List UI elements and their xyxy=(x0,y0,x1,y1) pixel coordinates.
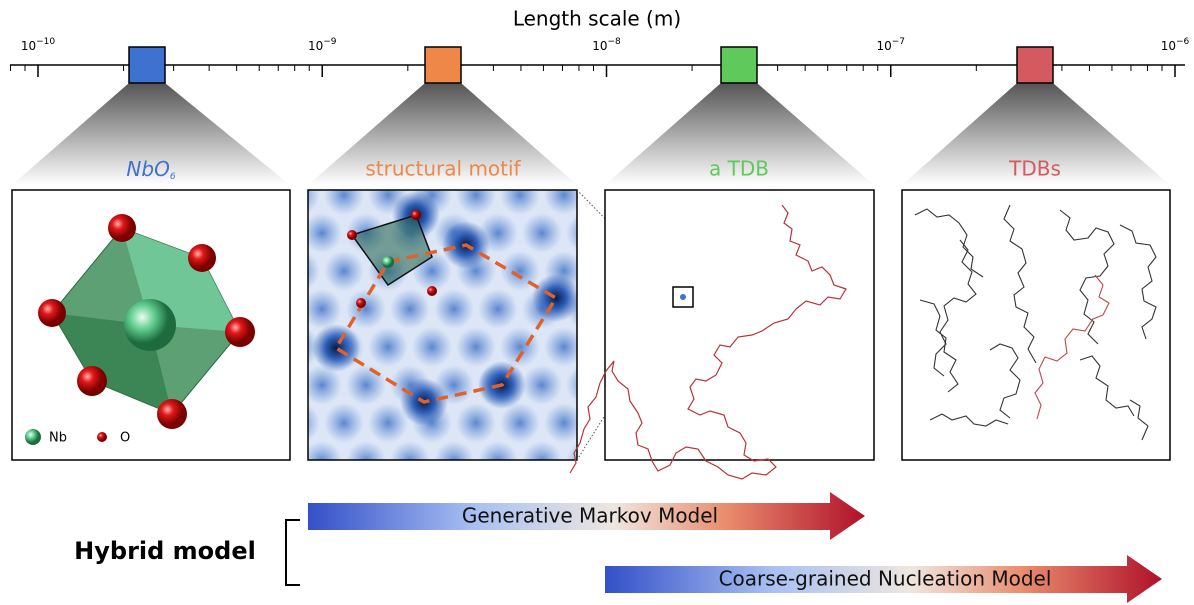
density-map xyxy=(236,137,650,481)
lattice-blob xyxy=(434,441,474,481)
tick-exp: −7 xyxy=(892,37,905,47)
tick-label: 10−10 xyxy=(21,37,56,53)
hybrid-label: Hybrid model xyxy=(74,537,256,565)
lattice-blob xyxy=(566,441,606,481)
tick-label: 10−8 xyxy=(592,37,621,53)
tick-base: 10 xyxy=(876,39,891,53)
scale-marker xyxy=(129,47,165,83)
lattice-blob xyxy=(456,327,496,367)
lattice-blob xyxy=(500,403,540,443)
panel xyxy=(605,190,874,460)
lattice-blob xyxy=(500,327,540,367)
tick-exp: −9 xyxy=(323,37,337,47)
legend-label: O xyxy=(120,431,130,446)
legend-swatch xyxy=(25,429,41,445)
lattice-blob xyxy=(544,327,584,367)
lattice-blob xyxy=(544,403,584,443)
scale-marker xyxy=(721,47,757,83)
cation-blob xyxy=(532,274,580,322)
lattice-blob xyxy=(368,327,408,367)
axis-title: Length scale (m) xyxy=(513,7,681,31)
lattice-blob xyxy=(522,213,562,253)
arrow-label: Generative Markov Model xyxy=(462,504,718,528)
tick-exp: −6 xyxy=(1176,37,1190,47)
lattice-blob xyxy=(390,441,430,481)
tick-base: 10 xyxy=(21,39,36,53)
bracket xyxy=(286,520,300,585)
lattice-blob xyxy=(522,365,562,405)
tick-label: 10−7 xyxy=(876,37,905,53)
tick-label: 10−9 xyxy=(308,37,337,53)
cation-blob xyxy=(312,324,360,372)
tick-base: 10 xyxy=(592,39,607,53)
panel-title: a TDB xyxy=(709,157,769,181)
lattice-blob xyxy=(566,137,606,177)
tick-label: 10−6 xyxy=(1161,37,1190,53)
tick-exp: −8 xyxy=(608,37,622,47)
lattice-blob xyxy=(478,289,518,329)
scale-marker xyxy=(1017,47,1053,83)
tick-base: 10 xyxy=(1161,39,1176,53)
lattice-blob xyxy=(346,441,386,481)
legend-label: Nb xyxy=(49,431,67,446)
lattice-blob xyxy=(324,403,364,443)
lattice-blob xyxy=(456,403,496,443)
zoom-dot xyxy=(680,294,686,300)
tick-exp: −10 xyxy=(36,37,55,47)
lattice-blob xyxy=(346,365,386,405)
panel-title-main: NbO xyxy=(126,157,169,181)
lattice-blob xyxy=(522,441,562,481)
tick-base: 10 xyxy=(308,39,323,53)
panel-title: TDBs xyxy=(1008,157,1061,181)
panel-title: NbO6 xyxy=(126,157,175,182)
lattice-blob xyxy=(434,289,474,329)
legend-swatch xyxy=(97,432,107,442)
panel-title-sub: 6 xyxy=(170,172,176,182)
lattice-blob xyxy=(478,441,518,481)
lattice-blob xyxy=(390,289,430,329)
figure: Length scale (m) 10−1010−910−810−710−6 N… xyxy=(0,0,1194,605)
scale-marker xyxy=(425,47,461,83)
panel-title: structural motif xyxy=(365,157,521,181)
arrow-label: Coarse-grained Nucleation Model xyxy=(719,567,1052,591)
lattice-blob xyxy=(566,213,606,253)
lattice-blob xyxy=(412,327,452,367)
lattice-blob xyxy=(324,251,364,291)
